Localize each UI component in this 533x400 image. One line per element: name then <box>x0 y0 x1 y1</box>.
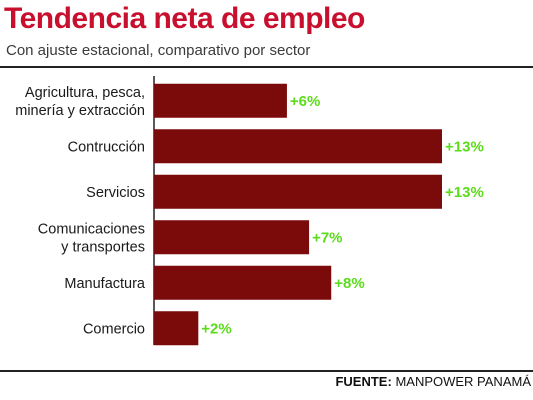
bar-value-label: +7% <box>312 229 342 246</box>
bar <box>154 83 287 118</box>
source-credit: FUENTE: MANPOWER PANAMÁ <box>335 374 531 389</box>
category-label: Comunicaciones y transportes <box>38 221 145 255</box>
chart-title: Tendencia neta de empleo <box>4 2 365 35</box>
category-label-line: y transportes <box>61 239 145 255</box>
source-value: MANPOWER PANAMÁ <box>395 374 531 389</box>
bar-value-label: +6% <box>290 93 320 110</box>
category-label: Contrucción <box>68 139 145 155</box>
category-label-line: Agricultura, pesca, <box>25 85 145 101</box>
bar <box>154 174 442 209</box>
category-label-line: Comercio <box>83 321 145 337</box>
category-label-line: Manufactura <box>64 276 146 292</box>
category-label: Agricultura, pesca, minería y extracción <box>15 85 145 119</box>
bar <box>154 265 332 300</box>
category-label-line: Contrucción <box>68 139 145 155</box>
category-label: Servicios <box>86 185 145 201</box>
category-label: Comercio <box>83 321 145 337</box>
bar-value-label: +13% <box>445 138 484 155</box>
category-label: Manufactura <box>64 276 146 292</box>
category-label-line: Comunicaciones <box>38 221 145 237</box>
bar-value-label: +2% <box>201 320 231 337</box>
bar <box>154 311 199 346</box>
source-label: FUENTE: <box>335 374 392 389</box>
bar <box>154 220 310 255</box>
bar-value-label: +13% <box>445 184 484 201</box>
top-divider <box>0 66 533 68</box>
category-label-line: Servicios <box>86 185 145 201</box>
bar-value-label: +8% <box>334 275 364 292</box>
bottom-divider <box>0 370 533 372</box>
category-label-line: minería y extracción <box>15 103 145 119</box>
chart-subtitle: Con ajuste estacional, comparativo por s… <box>6 42 311 59</box>
bar <box>154 129 442 164</box>
